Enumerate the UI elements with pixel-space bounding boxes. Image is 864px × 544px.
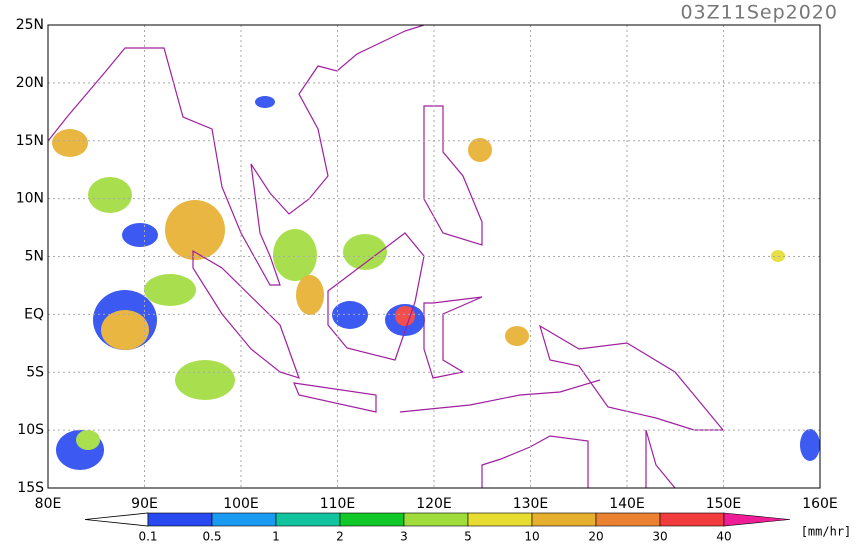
rain-area xyxy=(165,200,225,260)
colorbar-box xyxy=(275,512,341,527)
lon-label: 140E xyxy=(609,496,645,512)
lat-label: 25N xyxy=(16,17,44,33)
colorbar-box xyxy=(659,512,725,527)
lat-label: 5N xyxy=(25,249,44,265)
timestamp: 03Z11Sep2020 xyxy=(680,2,838,24)
colorbar-label: 1 xyxy=(272,530,280,544)
colorbar-unit: [mm/hr] xyxy=(801,525,852,539)
rain-area xyxy=(800,429,820,461)
colorbar-box xyxy=(595,512,661,527)
lon-label: 130E xyxy=(513,496,549,512)
lon-label: 90E xyxy=(131,496,158,512)
rain-area xyxy=(122,223,158,247)
colorbar-box xyxy=(211,512,277,527)
colorbar-box xyxy=(467,512,533,527)
lat-label: 10S xyxy=(17,422,44,438)
coastline xyxy=(47,24,425,286)
lon-label: 100E xyxy=(223,496,259,512)
lat-label: 5S xyxy=(26,364,44,380)
colorbar: 0.1 0.5 1 2 3 5 10 20 30 40 xyxy=(138,512,791,544)
lon-label: 150E xyxy=(706,496,742,512)
rain-area xyxy=(343,234,387,270)
coastline xyxy=(423,105,483,246)
colorbar-label: 10 xyxy=(524,530,539,544)
rain-area xyxy=(52,129,88,157)
lat-label: EQ xyxy=(24,306,44,322)
colorbar-low-end xyxy=(84,512,149,527)
coastline xyxy=(399,379,601,413)
colorbar-label: 30 xyxy=(652,530,667,544)
rain-area xyxy=(255,96,275,108)
rain-area xyxy=(395,306,415,326)
coastline xyxy=(423,296,483,379)
rain-areas xyxy=(52,96,820,470)
colorbar-label: 0.5 xyxy=(202,530,221,544)
lon-label: 120E xyxy=(416,496,452,512)
coastline xyxy=(327,232,425,361)
grid xyxy=(48,25,820,488)
lat-label: 10N xyxy=(16,191,44,207)
lon-label: 160E xyxy=(802,496,838,512)
colorbar-high-end xyxy=(723,512,791,527)
rain-area xyxy=(101,310,149,350)
rain-area xyxy=(332,301,368,329)
colorbar-label: 0.1 xyxy=(138,530,157,544)
colorbar-box xyxy=(403,512,469,527)
map-frame xyxy=(47,24,821,489)
lat-label: 15S xyxy=(17,480,44,496)
colorbar-box xyxy=(339,512,405,527)
colorbar-label: 3 xyxy=(400,530,408,544)
rain-area xyxy=(175,360,235,400)
rain-area xyxy=(76,430,100,450)
colorbar-label: 5 xyxy=(464,530,472,544)
rain-area xyxy=(273,229,317,281)
colorbar-label: 40 xyxy=(716,530,731,544)
colorbar-box xyxy=(147,512,213,527)
lat-label: 20N xyxy=(16,75,44,91)
rain-area xyxy=(88,177,132,213)
lon-label: 80E xyxy=(35,496,62,512)
rain-area xyxy=(468,138,492,162)
rain-area xyxy=(144,274,196,306)
colorbar-label: 2 xyxy=(336,530,344,544)
rain-area xyxy=(296,275,324,315)
lat-label: 15N xyxy=(16,133,44,149)
lon-label: 110E xyxy=(320,496,356,512)
rain-area xyxy=(505,326,529,346)
coastline xyxy=(293,382,377,413)
colorbar-box xyxy=(531,512,597,527)
colorbar-label: 20 xyxy=(588,530,603,544)
